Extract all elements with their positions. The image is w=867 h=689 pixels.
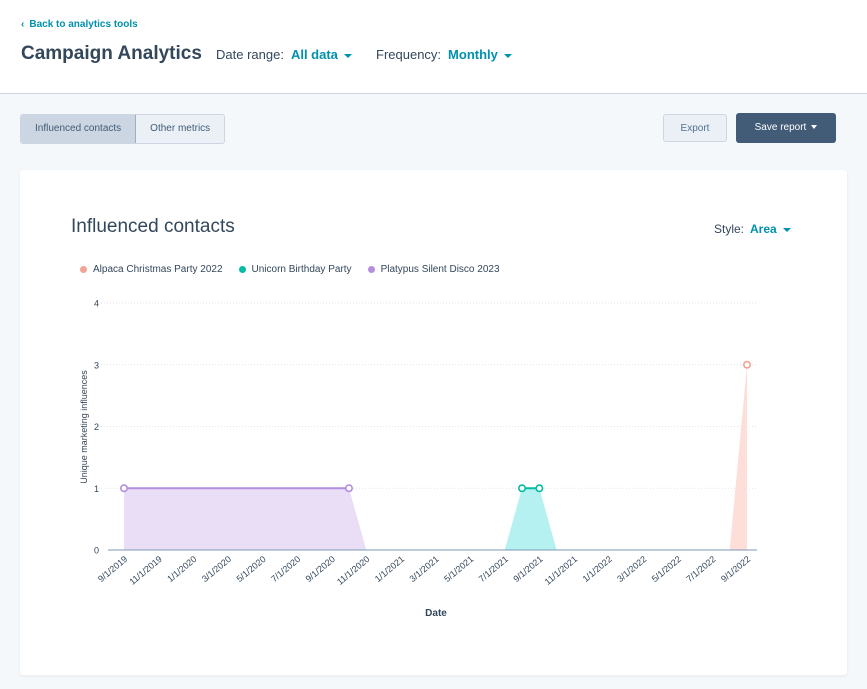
frequency-dropdown[interactable]: Monthly <box>448 47 498 62</box>
date-range-filter[interactable]: Date range: All data <box>216 47 352 62</box>
page-header: ‹ Back to analytics tools Campaign Analyt… <box>0 0 867 94</box>
legend-dot-icon <box>80 266 87 273</box>
caret-down-icon <box>782 227 791 232</box>
date-range-dropdown[interactable]: All data <box>290 47 338 62</box>
page-title: Campaign Analytics <box>21 43 202 64</box>
save-report-button[interactable]: Save report <box>736 113 836 143</box>
frequency-filter[interactable]: Frequency: Monthly <box>376 47 512 62</box>
chart-title: Influenced contacts <box>71 216 235 237</box>
legend-label: Alpaca Christmas Party 2022 <box>93 264 223 275</box>
caret-down-icon <box>811 125 818 130</box>
style-selector[interactable]: Style: Area <box>714 222 791 236</box>
style-dropdown[interactable]: Area <box>750 222 777 236</box>
legend-label: Unicorn Birthday Party <box>251 264 352 275</box>
legend-dot-icon <box>238 266 246 273</box>
legend-item[interactable]: Unicorn Birthday Party <box>238 264 352 275</box>
style-label: Style: <box>714 222 745 236</box>
export-button[interactable]: Export <box>663 114 727 142</box>
caret-down-icon <box>343 53 352 58</box>
tab-other-metrics[interactable]: Other metrics <box>136 115 225 143</box>
chart-legend: Alpaca Christmas Party 2022 Unicorn Birt… <box>80 264 500 275</box>
legend-item[interactable]: Alpaca Christmas Party 2022 <box>80 264 223 275</box>
save-report-label: Save report <box>754 122 807 133</box>
chevron-left-icon: ‹ <box>21 19 25 30</box>
tab-influenced-contacts[interactable]: Influenced contacts <box>21 115 137 143</box>
back-link-label: Back to analytics tools <box>29 19 138 30</box>
frequency-label: Frequency: <box>376 47 442 62</box>
legend-dot-icon <box>367 266 375 273</box>
legend-item[interactable]: Platypus Silent Disco 2023 <box>367 264 500 275</box>
caret-down-icon <box>503 53 512 58</box>
report-card <box>20 170 847 675</box>
metric-toggle: Influenced contacts Other metrics <box>20 114 226 144</box>
back-link[interactable]: ‹ Back to analytics tools <box>21 19 138 30</box>
legend-label: Platypus Silent Disco 2023 <box>380 264 500 275</box>
date-range-label: Date range: <box>216 47 284 62</box>
